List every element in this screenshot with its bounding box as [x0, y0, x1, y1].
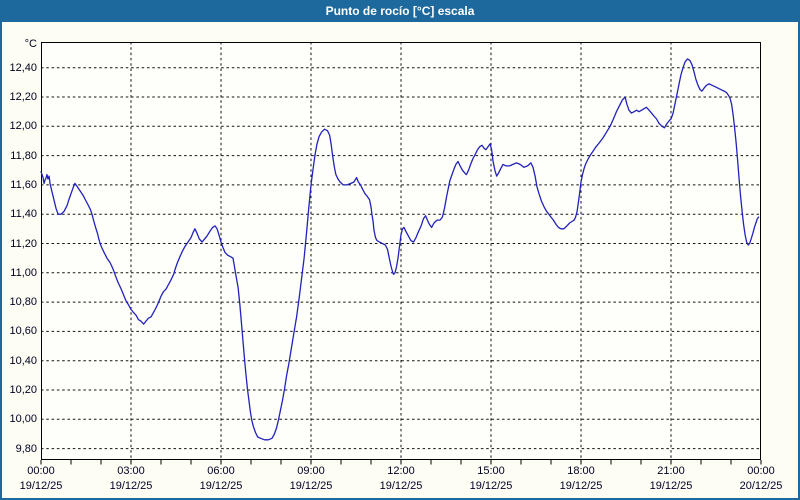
- y-tick-label: 12,20: [9, 91, 37, 103]
- x-tick-time: 03:00: [117, 465, 145, 477]
- x-tick-date: 19/12/25: [19, 480, 63, 492]
- x-tick-time: 00:00: [747, 465, 775, 477]
- y-axis-unit-label: °C: [24, 38, 37, 50]
- y-tick-label: 10,80: [9, 296, 37, 309]
- chart-title: Punto de rocío [°C] escala: [325, 4, 475, 18]
- y-tick-label: 10,40: [9, 354, 37, 367]
- x-tick-label: 15:00 19/12/25: [459, 464, 523, 494]
- y-tick-label: 12,00: [9, 120, 37, 133]
- y-tick-label: 11,60: [10, 178, 37, 191]
- x-tick-date: 19/12/25: [199, 480, 243, 492]
- x-tick-date: 19/12/25: [289, 480, 333, 492]
- x-tick-label: 00:00 20/12/25: [729, 464, 793, 494]
- y-tick-label: 10,60: [9, 325, 37, 338]
- x-tick-time: 15:00: [477, 465, 505, 477]
- x-tick-date: 19/12/25: [109, 480, 153, 492]
- x-tick-time: 09:00: [297, 465, 325, 477]
- x-tick-date: 19/12/25: [649, 480, 693, 492]
- y-tick-label: 9,80: [15, 442, 37, 455]
- x-tick-label: 03:00 19/12/25: [99, 464, 163, 494]
- x-tick-label: 18:00 19/12/25: [549, 464, 613, 494]
- x-tick-time: 21:00: [657, 465, 685, 477]
- y-tick-label: 11,40: [10, 208, 37, 221]
- x-tick-time: 18:00: [567, 465, 595, 477]
- y-tick-label: 11,80: [10, 149, 37, 162]
- y-tick-label: 10,20: [9, 384, 37, 396]
- x-tick-time: 00:00: [27, 465, 55, 477]
- x-tick-label: 12:00 19/12/25: [369, 464, 433, 494]
- x-tick-date: 19/12/25: [379, 480, 423, 492]
- title-bar: Punto de rocío [°C] escala: [0, 0, 800, 22]
- y-tick-label: 11,00: [10, 266, 37, 279]
- y-tick-label: 12,40: [9, 61, 37, 74]
- x-tick-date: 20/12/25: [739, 480, 783, 492]
- plot-border: [41, 42, 761, 460]
- dew-point-line: [40, 58, 760, 441]
- plot-area: [40, 42, 762, 465]
- x-tick-label: 09:00 19/12/25: [279, 464, 343, 494]
- x-tick-label: 21:00 19/12/25: [639, 464, 703, 494]
- x-tick-label: 06:00 19/12/25: [189, 464, 253, 494]
- x-tick-time: 06:00: [207, 465, 235, 477]
- x-tick-date: 19/12/25: [469, 480, 513, 492]
- x-tick-time: 12:00: [387, 465, 415, 477]
- x-tick-label: 00:00 19/12/25: [9, 464, 73, 494]
- y-tick-label: 11,20: [10, 237, 37, 250]
- x-tick-date: 19/12/25: [559, 480, 603, 492]
- y-tick-label: 10,00: [9, 413, 37, 426]
